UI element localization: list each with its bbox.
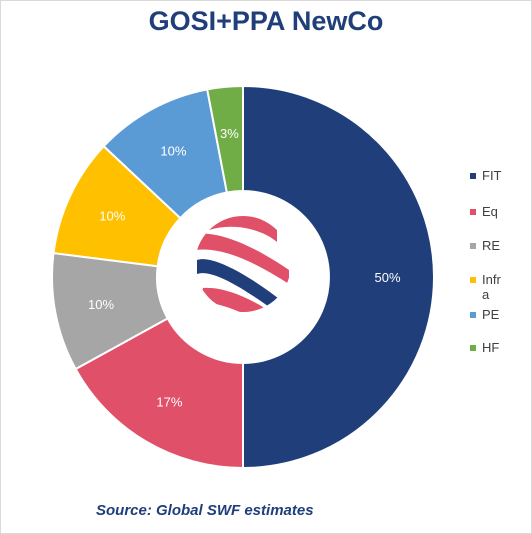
legend-swatch — [470, 209, 476, 215]
slice-fit — [242, 84, 435, 470]
legend-item-eq: Eq — [470, 204, 530, 219]
legend-item-pe: PE — [470, 307, 530, 322]
legend-label: Infra — [482, 272, 501, 302]
legend-swatch — [470, 345, 476, 351]
legend-item-infra: Infra — [470, 272, 530, 302]
ribbon-logo-icon — [195, 216, 289, 312]
source-note: Source: Global SWF estimates — [96, 502, 314, 519]
legend-swatch — [470, 243, 476, 249]
slice-hf — [206, 84, 244, 194]
chart-title: GOSI+PPA NewCo — [148, 6, 384, 36]
legend-label: RE — [482, 238, 501, 253]
data-label-pe: 10% — [160, 143, 186, 158]
legend-swatch — [470, 312, 476, 318]
slice-eq — [74, 317, 244, 470]
legend-label: Eq — [482, 204, 498, 219]
data-label-eq: 17% — [156, 394, 182, 409]
legend-label: PE — [482, 307, 500, 322]
data-label-re: 10% — [88, 297, 114, 312]
legend-swatch — [470, 277, 476, 283]
legend-swatch — [470, 173, 476, 179]
legend-item-re: RE — [470, 238, 530, 253]
legend-item-hf: HF — [470, 340, 530, 355]
legend-item-fit: FIT — [470, 168, 530, 183]
data-label-fit: 50% — [374, 270, 400, 285]
legend-label: FIT — [482, 168, 502, 183]
donut-slices — [51, 84, 435, 470]
donut-data-labels: 50% 17% 10% 10% 10% 3% — [88, 126, 401, 409]
data-label-hf: 3% — [220, 126, 239, 141]
data-label-infra: 10% — [99, 208, 125, 223]
legend-label: HF — [482, 340, 500, 355]
